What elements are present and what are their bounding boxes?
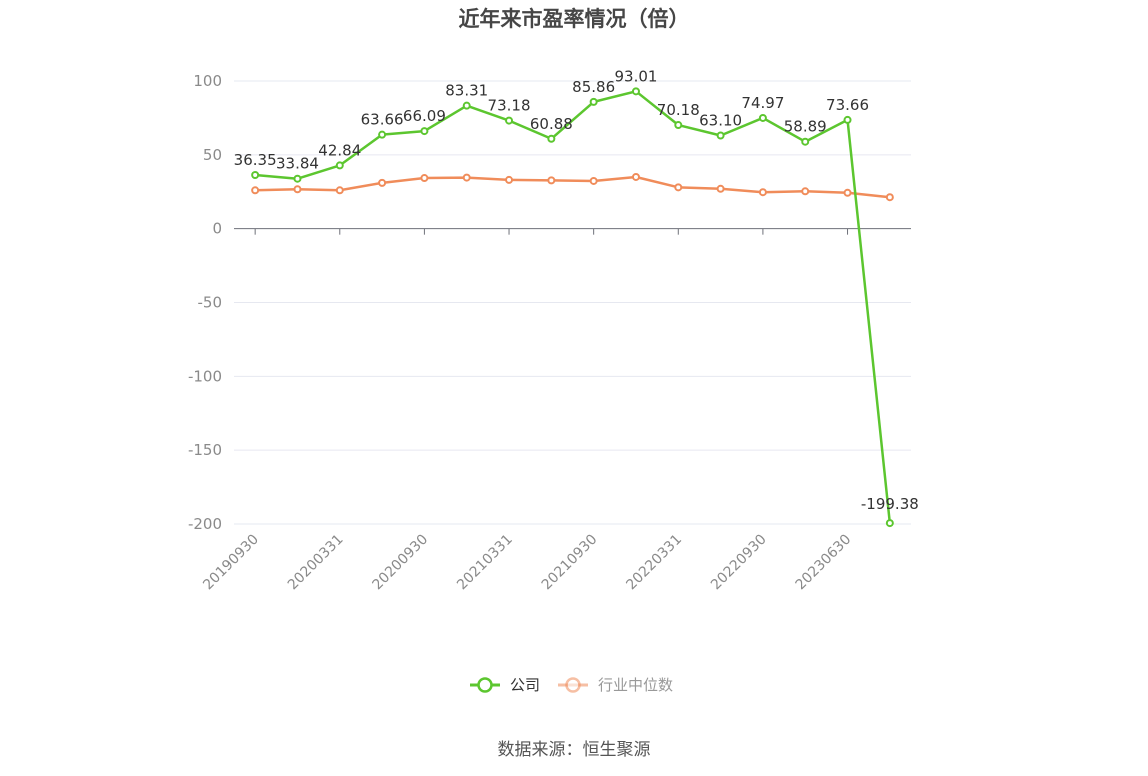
data-point-industry-median[interactable] [885, 193, 894, 202]
data-point-company[interactable] [716, 131, 725, 140]
data-point-company[interactable] [589, 97, 598, 106]
data-point-industry-median[interactable] [547, 176, 556, 185]
legend-company-marker-icon [477, 677, 493, 693]
x-tick-label: 20220331 [623, 532, 685, 594]
grid-lines [234, 80, 911, 525]
data-point-industry-median[interactable] [420, 174, 429, 183]
y-tick-label: -100 [188, 367, 222, 385]
legend-item-industry-median[interactable]: 行业中位数 [558, 676, 673, 694]
legend-industry-label: 行业中位数 [598, 676, 673, 694]
x-tick-label: 20230630 [793, 532, 855, 594]
y-tick-label: -150 [188, 441, 222, 459]
data-label-company: 93.01 [614, 67, 657, 85]
data-point-company[interactable] [335, 161, 344, 170]
series-line-industry-median [255, 175, 890, 199]
y-tick-label: 50 [203, 146, 222, 164]
data-label-company: 74.97 [741, 94, 784, 112]
data-label-company: 63.10 [699, 111, 742, 129]
x-axis: 20190930 20200331 20200930 20210331 20210930… [200, 228, 911, 594]
data-label-company: 36.35 [234, 151, 277, 169]
data-point-industry-median[interactable] [716, 184, 725, 193]
y-axis: 100 50 0 -50 -100 -150 -200 [188, 72, 222, 533]
data-point-company[interactable] [631, 87, 640, 96]
data-point-industry-median[interactable] [505, 175, 514, 184]
data-label-company: 73.66 [826, 96, 869, 114]
data-label-company: 83.31 [445, 82, 488, 100]
x-tick-label: 20210331 [454, 532, 516, 594]
data-label-company: 85.86 [572, 78, 615, 96]
series-line-company [255, 90, 892, 524]
data-label-company: 33.84 [276, 155, 319, 173]
data-label-company: 60.88 [530, 115, 573, 133]
y-tick-label: 0 [212, 220, 222, 238]
x-tick-label: 20190930 [200, 532, 262, 594]
y-tick-label: 100 [193, 72, 222, 90]
data-point-company[interactable] [420, 127, 429, 136]
data-source: 数据来源：恒生聚源 [498, 740, 651, 760]
data-label-company: 73.18 [488, 97, 531, 115]
legend-industry-marker-icon [565, 677, 581, 693]
data-point-industry-median[interactable] [674, 183, 683, 192]
series-layer [251, 87, 894, 528]
y-tick-label: -200 [188, 515, 222, 533]
data-point-industry-median[interactable] [589, 176, 598, 185]
x-tick-label: 20210930 [539, 532, 601, 594]
data-point-industry-median[interactable] [801, 187, 810, 196]
data-label-company: 66.09 [403, 107, 446, 125]
chart-title: 近年来市盈率情况（倍） [459, 7, 690, 31]
y-tick-label: -50 [198, 294, 223, 312]
data-point-industry-median[interactable] [758, 188, 767, 197]
data-point-company[interactable] [462, 101, 471, 110]
data-point-company[interactable] [885, 519, 894, 528]
data-point-industry-median[interactable] [843, 188, 852, 197]
data-point-industry-median[interactable] [251, 186, 260, 195]
data-label-company: -199.38 [861, 495, 919, 513]
data-point-company[interactable] [843, 115, 852, 124]
data-point-company[interactable] [505, 116, 514, 125]
data-label-company: 42.84 [318, 141, 361, 159]
data-point-company[interactable] [674, 121, 683, 130]
data-label-company: 63.66 [361, 111, 404, 129]
data-point-company[interactable] [758, 113, 767, 122]
x-tick-label: 20200331 [285, 532, 347, 594]
x-tick-label: 20220930 [708, 532, 770, 594]
data-label-company: 58.89 [784, 118, 827, 136]
data-label-company: 70.18 [657, 101, 700, 119]
legend-item-company[interactable]: 公司 [470, 676, 540, 694]
data-point-industry-median[interactable] [378, 178, 387, 187]
data-point-industry-median[interactable] [631, 172, 640, 181]
data-point-company[interactable] [801, 137, 810, 146]
legend[interactable]: 公司 行业中位数 [470, 676, 673, 694]
data-point-industry-median[interactable] [335, 186, 344, 195]
data-point-company[interactable] [378, 130, 387, 139]
x-tick-label: 20200930 [370, 532, 432, 594]
data-point-industry-median[interactable] [462, 173, 471, 182]
data-point-industry-median[interactable] [293, 185, 302, 194]
data-point-company[interactable] [293, 174, 302, 183]
legend-company-label: 公司 [510, 676, 540, 694]
data-point-company[interactable] [547, 134, 556, 143]
data-point-company[interactable] [251, 170, 260, 179]
